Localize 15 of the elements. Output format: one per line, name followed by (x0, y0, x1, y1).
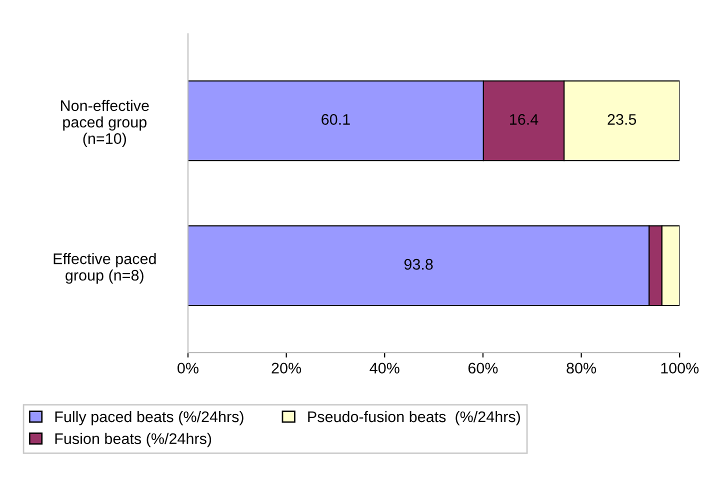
x-tick-label: 60% (468, 362, 498, 374)
data-label: 16.4 (510, 114, 538, 125)
data-label: 60.1 (322, 114, 350, 125)
legend-label: Fusion beats (%/24hrs) (55, 432, 212, 448)
x-tick-label: 20% (272, 362, 302, 374)
y-tick-label: Non-effective paced group (n=10) (61, 100, 149, 148)
x-tick-label: 40% (370, 362, 400, 374)
x-tick-label: 100% (661, 362, 699, 374)
data-label: 93.8 (404, 258, 433, 270)
data-label: 23.5 (608, 114, 636, 125)
legend-label: Fully paced beats (%/24hrs) (55, 410, 244, 426)
x-tick-label: 0% (178, 362, 198, 374)
y-tick-label: Effective paced group (n=8) (54, 252, 156, 284)
legend-label: Pseudo-fusion beats (%/24hrs) (308, 410, 520, 426)
x-tick-label: 80% (566, 362, 596, 374)
